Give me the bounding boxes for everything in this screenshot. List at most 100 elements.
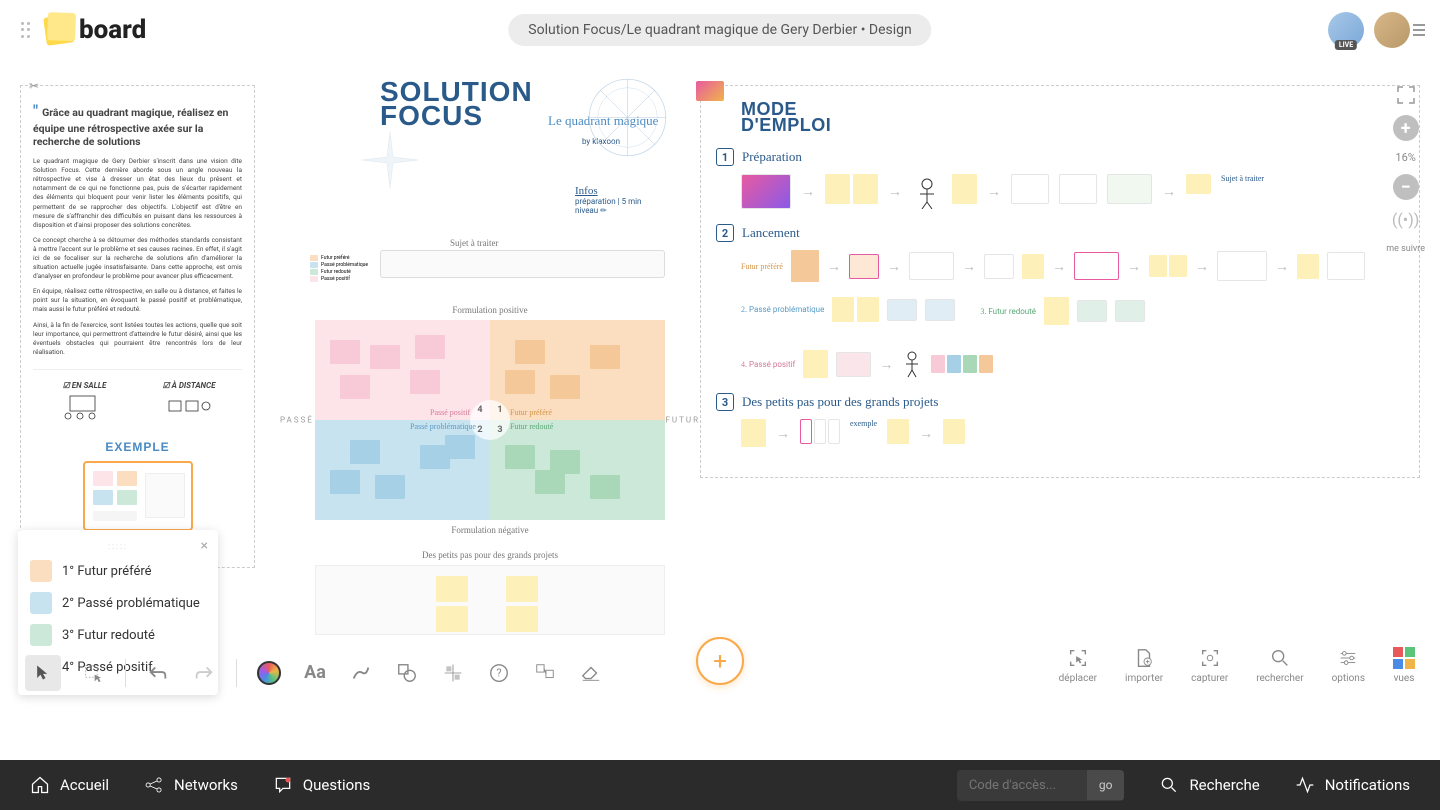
align-tool[interactable] — [439, 659, 467, 687]
arrow-icon: → — [879, 356, 893, 373]
quadrant-futur-redoute[interactable] — [490, 420, 665, 520]
arrow-icon: → — [776, 425, 790, 442]
header: board Solution Focus/Le quadrant magique… — [0, 0, 1440, 60]
quadrant-passe-problematique[interactable] — [315, 420, 490, 520]
person-icon — [901, 350, 923, 378]
logo[interactable]: board — [45, 15, 146, 45]
nav-questions[interactable]: Questions — [273, 775, 370, 795]
nav-networks[interactable]: Networks — [144, 775, 238, 795]
close-icon[interactable]: × — [201, 538, 208, 554]
help-tool[interactable]: ? — [485, 659, 513, 687]
step-3: 3Des petits pas pour des grands projets … — [716, 393, 1404, 447]
capture-action[interactable]: capturer — [1191, 647, 1228, 684]
mode-salle: ☑ EN SALLE — [60, 380, 110, 429]
desc-p3: En équipe, réalisez cette rétrospective,… — [33, 287, 242, 314]
arrow-icon: → — [801, 183, 815, 200]
quadrant-passe-positif[interactable] — [315, 320, 490, 420]
draw-tool[interactable] — [347, 659, 375, 687]
zoom-controls: + 16% − ((•)) me suivre — [1386, 85, 1425, 254]
formulation-negative: Formulation négative — [451, 525, 528, 535]
avatar-live[interactable] — [1328, 12, 1364, 48]
badge-icon — [696, 81, 724, 101]
mini-legend: Futur préféré Passé problématique Futur … — [310, 255, 370, 283]
drag-handle-icon[interactable]: ::::: — [30, 542, 206, 551]
move-action[interactable]: déplacer — [1059, 647, 1097, 684]
arrow-icon: → — [1275, 258, 1289, 275]
axis-passe: PASSÉ — [280, 416, 314, 425]
logo-text: board — [79, 15, 146, 45]
mode-emploi-card: ✂ MODED'EMPLOI 1Préparation → → → → Suje… — [700, 85, 1420, 478]
mode-distance: ☑ À DISTANCE — [163, 380, 216, 429]
arrow-icon: → — [887, 258, 901, 275]
canvas[interactable]: ✂ Grâce au quadrant magique, réalisez en… — [0, 60, 1440, 700]
arrow-icon: → — [888, 183, 902, 200]
sujet-box[interactable] — [380, 250, 665, 278]
petits-pas-box[interactable] — [315, 565, 665, 635]
infos: Infos préparation | 5 min niveau ✏ — [575, 185, 641, 215]
options-action[interactable]: options — [1332, 647, 1365, 684]
arrow-icon: → — [962, 258, 976, 275]
access-input[interactable] — [957, 770, 1087, 801]
expand-icon[interactable] — [1396, 85, 1416, 105]
group-tool[interactable] — [531, 659, 559, 687]
petits-pas-section: Des petits pas pour des grands projets — [315, 550, 665, 635]
legend-item-1: 1° Futur préféré — [30, 555, 206, 587]
thumb[interactable] — [741, 174, 791, 209]
bottom-bar: Accueil Networks Questions go Recherche … — [0, 760, 1440, 810]
activity-icon — [1295, 775, 1315, 795]
avatars — [1328, 12, 1425, 48]
desc-p1: Le quadrant magique de Gery Derbier s'in… — [33, 157, 242, 230]
broadcast-icon[interactable]: ((•)) — [1392, 210, 1420, 229]
arrow-icon: → — [827, 258, 841, 275]
arrow-icon: → — [1127, 258, 1141, 275]
arrow-icon: → — [987, 183, 1001, 200]
mode-emploi-title: MODED'EMPLOI — [741, 101, 1404, 133]
views-action[interactable]: vues — [1393, 647, 1415, 684]
redo-button[interactable] — [190, 659, 218, 687]
title-block: SOLUTION FOCUS Le quadrant magique by kl… — [380, 80, 660, 146]
quadrant-futur-prefere[interactable] — [490, 320, 665, 420]
search-icon — [1159, 775, 1179, 795]
undo-button[interactable] — [144, 659, 172, 687]
step-2: 2Lancement Futur préféré → → → → → → — [716, 224, 1404, 378]
formulation-positive: Formulation positive — [452, 305, 527, 315]
add-button[interactable]: + — [696, 637, 744, 685]
eraser-tool[interactable] — [577, 659, 605, 687]
search-action[interactable]: rechercher — [1256, 647, 1303, 684]
home-icon — [30, 775, 50, 795]
color-tool[interactable] — [255, 659, 283, 687]
nav-recherche[interactable]: Recherche — [1159, 775, 1259, 795]
shape-tool[interactable] — [393, 659, 421, 687]
text-tool[interactable]: Aa — [301, 659, 329, 687]
description-card: ✂ Grâce au quadrant magique, réalisez en… — [20, 85, 255, 568]
axis-futur: FUTUR — [666, 416, 701, 425]
title-line2: FOCUS — [380, 104, 483, 128]
zoom-percent[interactable]: 16% — [1395, 151, 1415, 164]
breadcrumb[interactable]: Solution Focus/Le quadrant magique de Ge… — [508, 14, 931, 46]
step-1: 1Préparation → → → → Sujet à traiter — [716, 148, 1404, 209]
nav-accueil[interactable]: Accueil — [30, 775, 109, 795]
menu-icon[interactable] — [15, 20, 35, 40]
go-button[interactable]: go — [1087, 770, 1125, 800]
compass-icon — [585, 75, 670, 160]
avatar-menu[interactable] — [1374, 12, 1425, 48]
legend-item-2: 2° Passé problématique — [30, 587, 206, 619]
arrow-icon: → — [919, 425, 933, 442]
select-tool[interactable] — [79, 659, 107, 687]
svg-text:?: ? — [496, 666, 501, 679]
zoom-in-button[interactable]: + — [1393, 115, 1419, 141]
sujet-label-small: Sujet à traiter — [1221, 174, 1264, 183]
zoom-out-button[interactable]: − — [1393, 174, 1419, 200]
desc-p2: Ce concept cherche à se détourner des mé… — [33, 236, 242, 281]
nav-notifications[interactable]: Notifications — [1295, 775, 1410, 795]
quadrant-center: 4123 — [470, 400, 510, 440]
desc-title: Grâce au quadrant magique, réalisez en é… — [33, 101, 242, 149]
import-action[interactable]: importer — [1125, 647, 1163, 684]
scissors-icon: ✂ — [29, 78, 39, 95]
compass-rose-icon — [360, 130, 420, 190]
follow-label[interactable]: me suivre — [1386, 244, 1425, 254]
example-thumbnail[interactable] — [83, 461, 193, 531]
quadrant[interactable]: Formulation positive PASSÉ FUTUR — [315, 320, 665, 520]
desc-p4: Ainsi, à la fin de l'exercice, sont list… — [33, 321, 242, 357]
pointer-tool[interactable] — [25, 655, 61, 691]
